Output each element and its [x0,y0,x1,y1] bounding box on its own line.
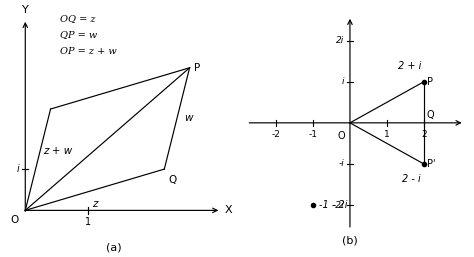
Text: X: X [225,205,233,215]
Text: Q: Q [427,110,435,120]
Text: 1: 1 [85,217,91,227]
Text: OP = z + w: OP = z + w [60,47,117,56]
Text: P': P' [427,159,435,169]
Text: z + w: z + w [43,146,72,156]
Text: -2i: -2i [333,200,345,210]
Text: -1: -1 [309,130,318,139]
Text: (b): (b) [342,236,358,246]
Text: w: w [184,113,193,123]
Text: P: P [194,63,201,73]
Text: i: i [17,164,19,174]
Text: -2: -2 [272,130,281,139]
Text: Y: Y [22,5,28,15]
Text: 2i: 2i [336,36,345,45]
Text: z: z [92,199,98,209]
Text: 1: 1 [384,130,390,139]
Text: Q: Q [168,175,176,185]
Text: 2 - i: 2 - i [402,174,421,184]
Text: -i: -i [338,159,345,169]
Text: -1 - 2i: -1 - 2i [319,200,347,210]
Text: QP = w: QP = w [60,30,97,39]
Text: O: O [11,215,19,225]
Text: 2 + i: 2 + i [398,61,421,71]
Text: P: P [427,77,433,87]
Text: 2: 2 [421,130,427,139]
Text: i: i [342,77,345,86]
Text: (a): (a) [106,243,121,253]
Text: O: O [338,131,346,141]
Text: OQ = z: OQ = z [60,14,96,23]
